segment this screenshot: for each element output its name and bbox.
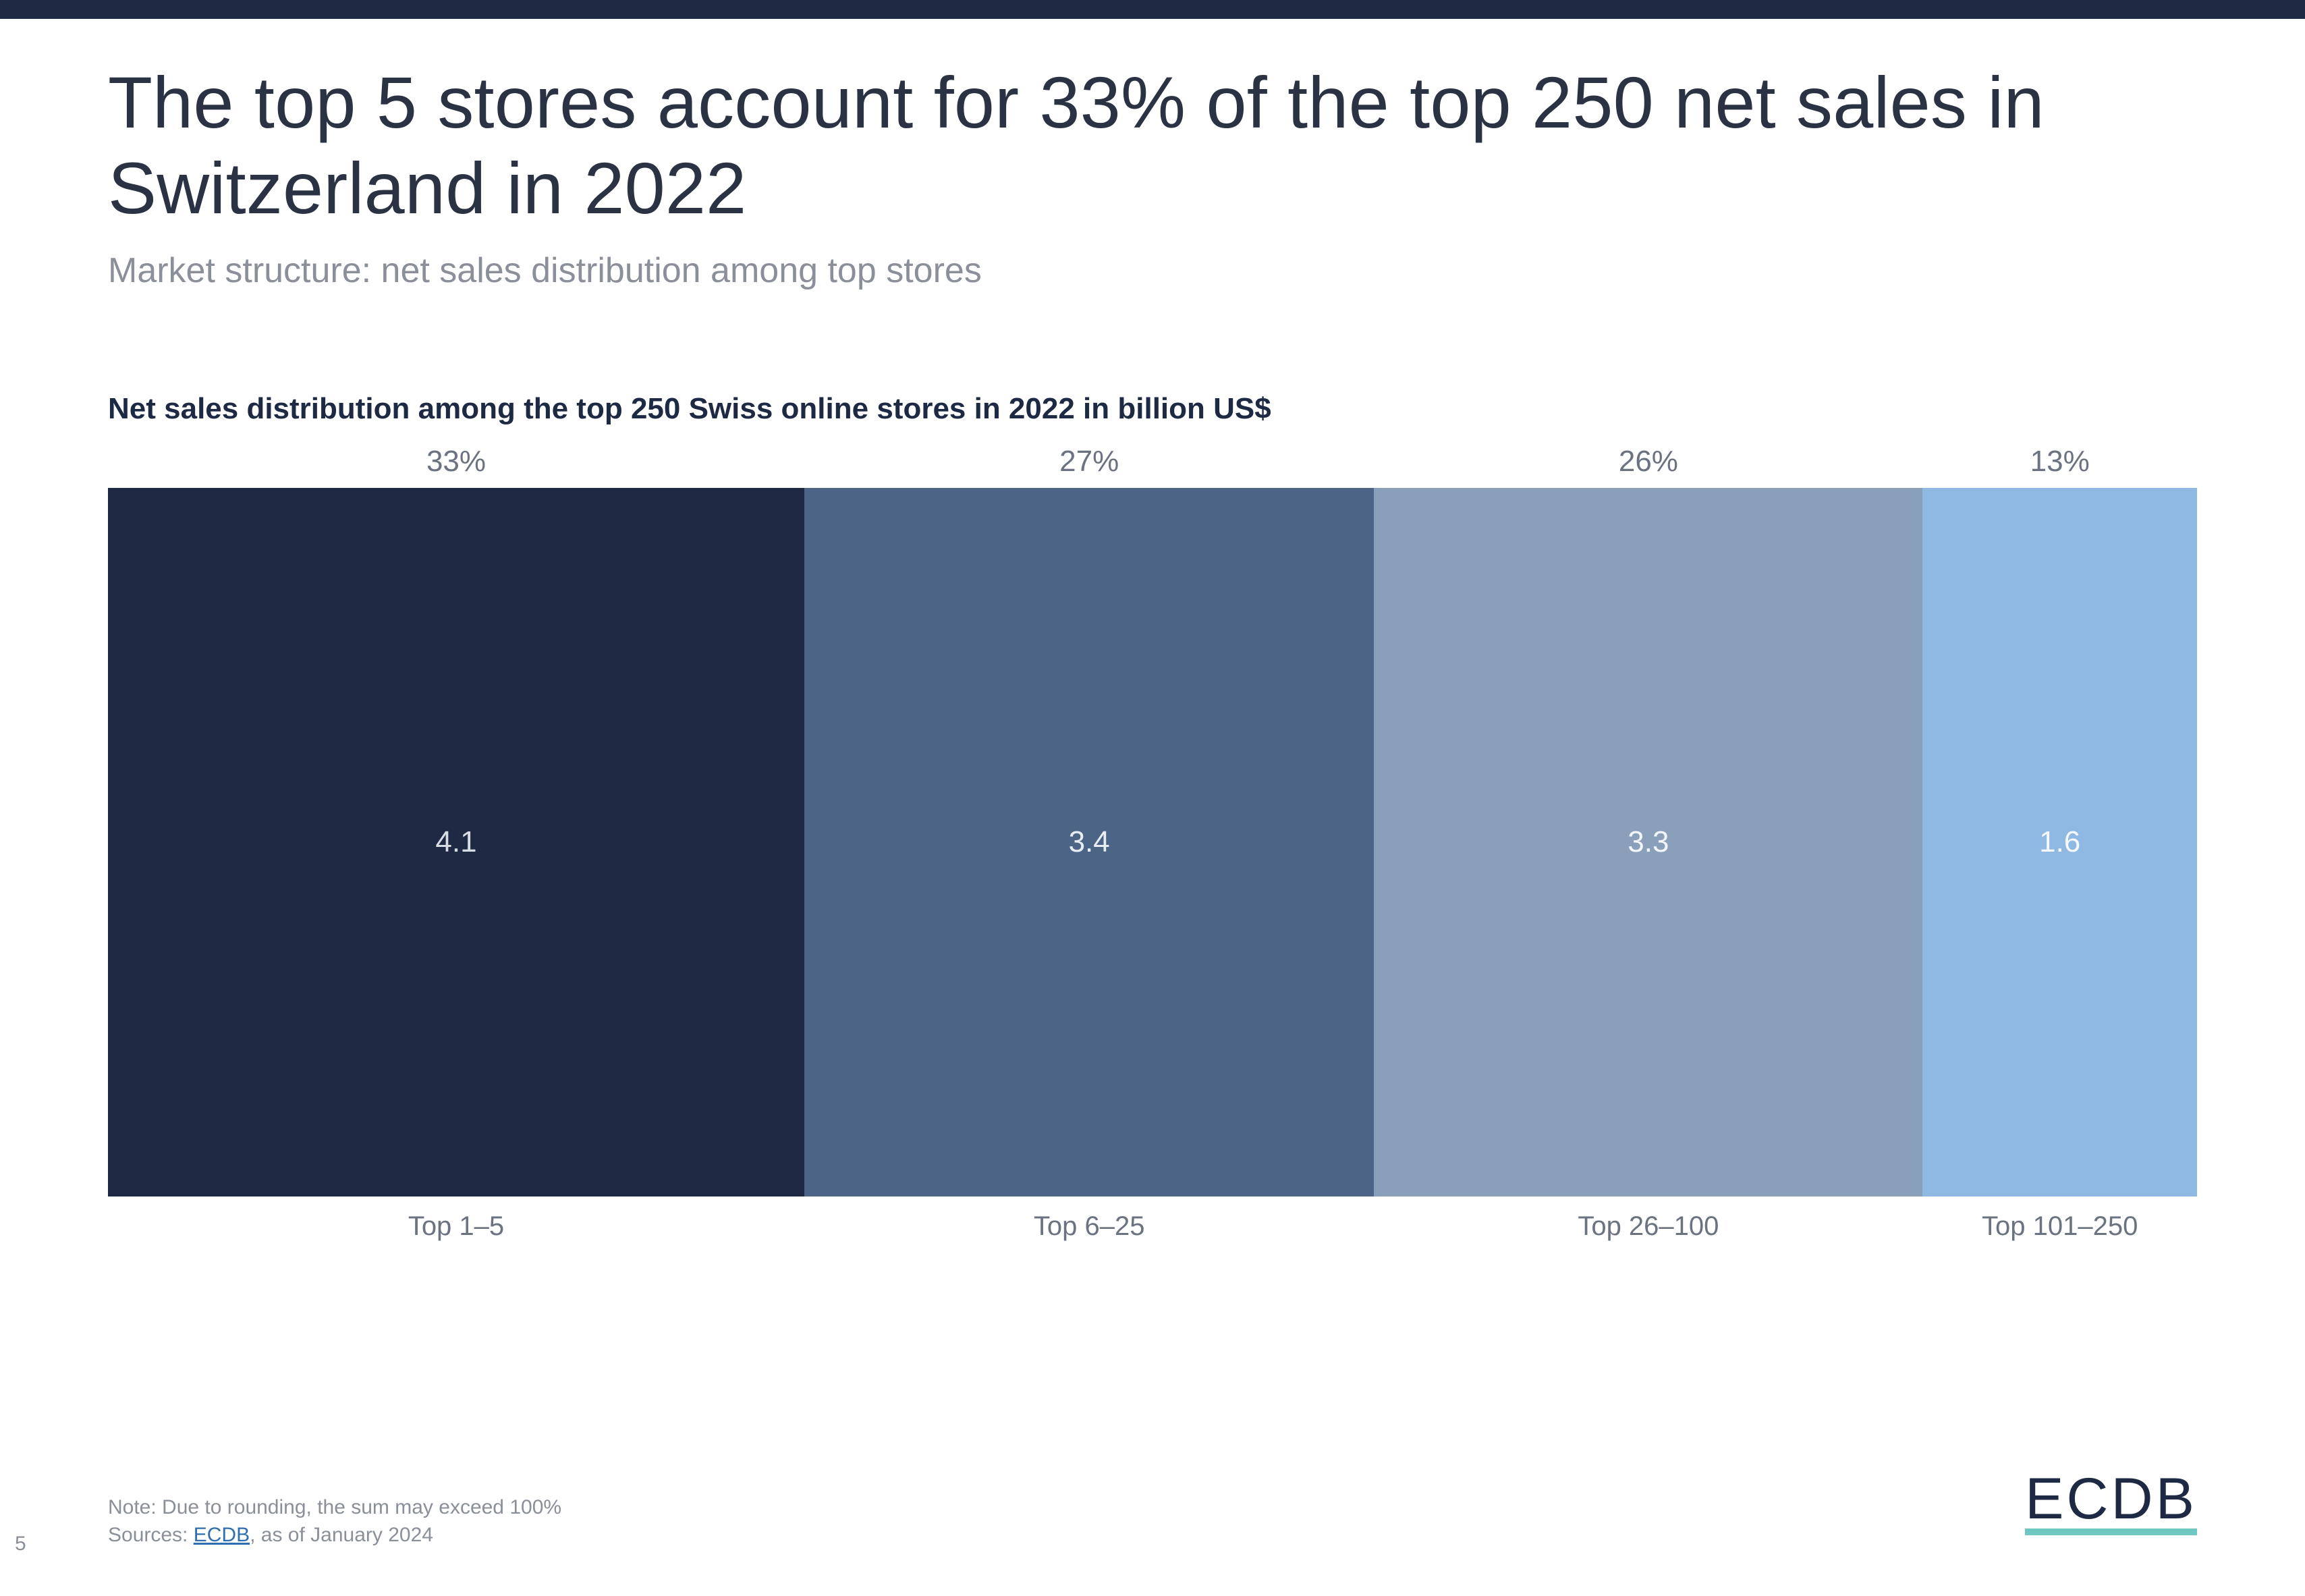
footer: Note: Due to rounding, the sum may excee… xyxy=(108,1494,2197,1549)
category-label: Top 1–5 xyxy=(108,1196,804,1242)
page-number: 5 xyxy=(15,1533,26,1556)
sources-prefix: Sources: xyxy=(108,1524,194,1546)
page-title: The top 5 stores account for 33% of the … xyxy=(108,59,2197,231)
footer-note: Note: Due to rounding, the sum may excee… xyxy=(108,1494,2197,1522)
stacked-bar-chart: 33%27%26%13% 4.13.43.31.6 Top 1–5Top 6–2… xyxy=(108,445,2197,1242)
content-area: The top 5 stores account for 33% of the … xyxy=(0,19,2305,1242)
category-label: Top 26–100 xyxy=(1374,1196,1922,1242)
category-label: Top 6–25 xyxy=(804,1196,1374,1242)
logo-text: ECDB xyxy=(2025,1466,2197,1533)
percent-label: 27% xyxy=(804,445,1374,488)
percent-label: 13% xyxy=(1922,445,2197,488)
percent-label: 26% xyxy=(1374,445,1922,488)
footer-sources: Sources: ECDB, as of January 2024 xyxy=(108,1522,2197,1549)
percent-label: 33% xyxy=(108,445,804,488)
category-label: Top 101–250 xyxy=(1922,1196,2197,1242)
bar-segment: 4.1 xyxy=(108,488,804,1196)
sources-link[interactable]: ECDB xyxy=(194,1524,250,1546)
top-bar xyxy=(0,0,2305,19)
bar-segment: 1.6 xyxy=(1922,488,2197,1196)
bar-row: 4.13.43.31.6 xyxy=(108,488,2197,1196)
slide-page: The top 5 stores account for 33% of the … xyxy=(0,0,2305,1596)
page-subtitle: Market structure: net sales distribution… xyxy=(108,250,2197,291)
bar-segment: 3.3 xyxy=(1374,488,1922,1196)
category-label-row: Top 1–5Top 6–25Top 26–100Top 101–250 xyxy=(108,1196,2197,1242)
brand-logo: ECDB xyxy=(2025,1466,2197,1535)
bar-segment: 3.4 xyxy=(804,488,1374,1196)
sources-suffix: , as of January 2024 xyxy=(250,1524,433,1546)
percent-label-row: 33%27%26%13% xyxy=(108,445,2197,488)
chart-title: Net sales distribution among the top 250… xyxy=(108,392,2197,426)
